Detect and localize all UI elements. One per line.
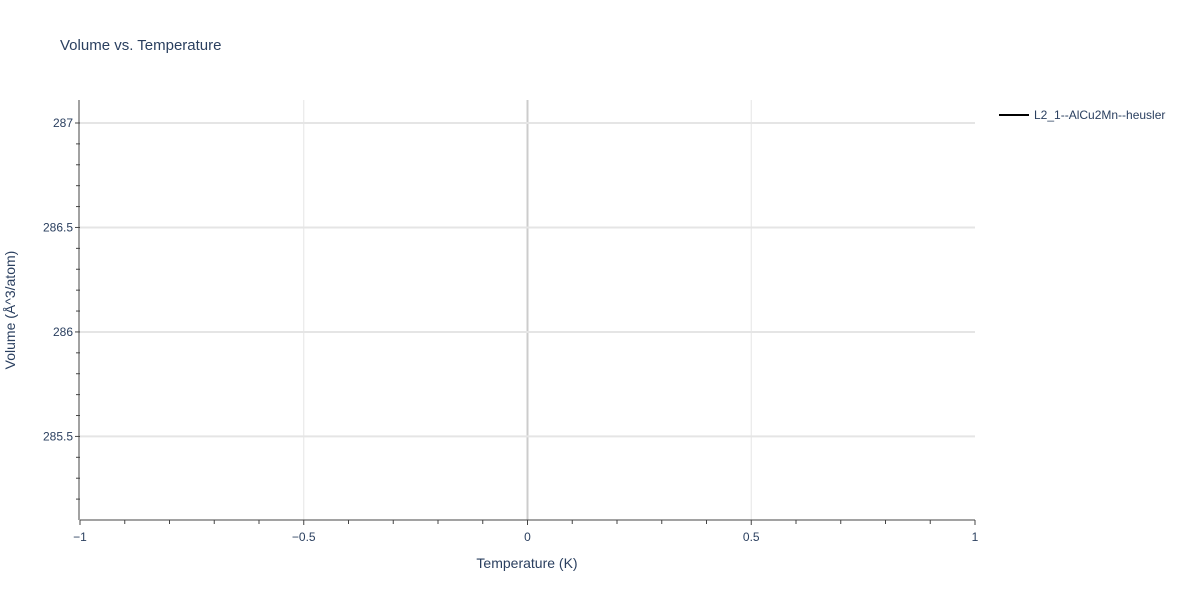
x-tick-label: 0.5 — [743, 530, 760, 544]
legend-label[interactable]: L2_1--AlCu2Mn--heusler — [1034, 108, 1165, 122]
x-tick-label: 1 — [972, 530, 979, 544]
axes: −1 −0.5 0 0.5 1 285.5 286 286.5 287 — [43, 100, 979, 544]
legend[interactable]: L2_1--AlCu2Mn--heusler — [999, 108, 1165, 122]
y-tick-label: 287 — [53, 116, 73, 130]
y-tick-label: 285.5 — [43, 429, 73, 443]
chart-title: Volume vs. Temperature — [60, 37, 221, 54]
x-tick-label: −0.5 — [292, 530, 316, 544]
x-axis-label: Temperature (K) — [476, 555, 577, 571]
y-tick-label: 286.5 — [43, 220, 73, 234]
y-axis-label: Volume (Å^3/atom) — [2, 251, 18, 370]
grid — [80, 100, 975, 520]
x-tick-label: −1 — [73, 530, 87, 544]
x-tick-label: 0 — [524, 530, 531, 544]
y-tick-label: 286 — [53, 325, 73, 339]
